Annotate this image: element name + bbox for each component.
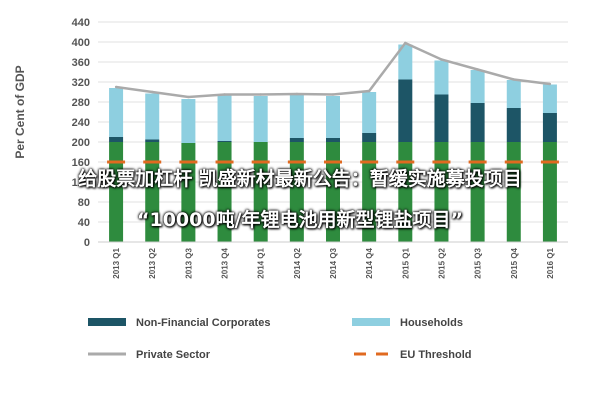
x-tick-label: 2013 Q2 — [148, 247, 157, 278]
private-sector-point — [114, 85, 118, 89]
bar-households — [506, 80, 521, 108]
bar-households — [289, 94, 304, 138]
legend-swatch — [88, 318, 126, 326]
overlay-headline: 给股票加杠杆 凯盛新材最新公告：暂缓实施募投项目 — [78, 168, 522, 190]
bar-non-financial-corporates — [289, 138, 304, 142]
x-tick-label: 2014 Q3 — [329, 247, 338, 278]
bar-households — [109, 88, 124, 137]
bar-base — [145, 142, 160, 242]
private-sector-point — [223, 93, 226, 96]
x-tick-label: 2014 Q2 — [293, 247, 302, 278]
private-sector-point — [440, 58, 443, 61]
bar-households — [217, 95, 232, 141]
bar-households — [362, 92, 377, 133]
bar-non-financial-corporates — [506, 108, 521, 142]
bars — [109, 44, 557, 242]
bar-households — [326, 96, 340, 138]
private-sector-point — [404, 41, 407, 45]
x-tick-label: 2015 Q4 — [510, 247, 519, 278]
x-tick-label: 2016 Q1 — [546, 247, 555, 278]
private-sector-point — [295, 92, 299, 96]
x-tick-label: 2015 Q1 — [401, 247, 410, 278]
bar-base — [326, 142, 340, 242]
bar-base — [542, 142, 557, 242]
bar-base — [362, 142, 377, 242]
x-tick-label: 2014 Q4 — [365, 247, 374, 278]
legend: Non-Financial Corporates Households Privat… — [88, 317, 472, 361]
private-sector-point — [151, 90, 154, 94]
bar-households — [470, 70, 485, 103]
bar-base — [470, 142, 485, 242]
private-sector-point — [331, 93, 335, 96]
bar-non-financial-corporates — [362, 133, 377, 142]
bar-non-financial-corporates — [326, 138, 340, 142]
y-axis: 0 40 80 120 160 200 240 280 320 360 400 440 — [72, 17, 90, 249]
bar-non-financial-corporates — [145, 139, 160, 142]
bar-base — [289, 142, 304, 242]
y-tick-label: 280 — [72, 97, 90, 109]
y-tick-label: 200 — [72, 137, 90, 149]
bar-non-financial-corporates — [398, 79, 413, 142]
private-sector-point — [476, 68, 479, 71]
y-tick-label: 80 — [78, 197, 90, 209]
x-tick-label: 2013 Q1 — [112, 247, 121, 278]
y-tick-label: 240 — [72, 117, 90, 129]
legend-label: Non-Financial Corporates — [136, 317, 270, 329]
private-sector-point — [548, 82, 552, 86]
legend-label: EU Threshold — [400, 349, 472, 361]
bar-households — [181, 99, 196, 143]
private-sector-point — [187, 95, 190, 99]
bar-base — [506, 142, 521, 242]
y-axis-label: Per Cent of GDP — [13, 65, 27, 158]
bar-base — [253, 142, 268, 242]
x-tick-label: 2015 Q2 — [437, 247, 446, 278]
overlay-subheadline: “10000吨/年锂电池用新型锂盐项目” — [136, 209, 464, 231]
bar-non-financial-corporates — [217, 141, 232, 142]
x-tick-label: 2013 Q3 — [184, 247, 193, 278]
lines — [107, 41, 559, 164]
bar-base — [109, 142, 124, 242]
x-tick-label: 2015 Q3 — [474, 247, 483, 278]
y-tick-label: 320 — [72, 77, 90, 89]
y-tick-label: 360 — [72, 57, 90, 69]
bar-households — [145, 93, 160, 140]
bar-base — [398, 142, 413, 242]
bar-base — [217, 142, 232, 242]
x-axis: 2013 Q1 2013 Q2 2013 Q3 2013 Q4 2014 Q1 2014 … — [98, 241, 568, 279]
bar-households — [434, 60, 449, 95]
x-tick-label: 2013 Q4 — [221, 247, 230, 278]
legend-label: Households — [400, 317, 463, 329]
bar-base — [181, 143, 196, 242]
y-tick-label: 400 — [72, 37, 90, 49]
y-tick-label: 160 — [72, 157, 90, 169]
bar-households — [542, 84, 557, 113]
bar-base — [434, 142, 449, 242]
private-sector-point — [367, 89, 371, 93]
bar-households — [253, 96, 268, 142]
y-tick-label: 40 — [78, 217, 90, 229]
bar-non-financial-corporates — [109, 137, 124, 142]
private-sector-line — [115, 41, 551, 99]
private-sector-point — [512, 78, 515, 81]
y-tick-label: 0 — [84, 237, 90, 249]
bar-non-financial-corporates — [470, 103, 485, 142]
y-tick-label: 120 — [72, 177, 90, 189]
legend-label: Private Sector — [136, 349, 211, 361]
x-tick-label: 2014 Q1 — [257, 247, 266, 278]
bar-non-financial-corporates — [434, 94, 449, 142]
private-sector-point — [259, 93, 262, 96]
bar-households — [398, 44, 413, 80]
legend-swatch — [352, 318, 390, 326]
bar-non-financial-corporates — [542, 113, 557, 142]
y-tick-label: 440 — [72, 17, 90, 29]
